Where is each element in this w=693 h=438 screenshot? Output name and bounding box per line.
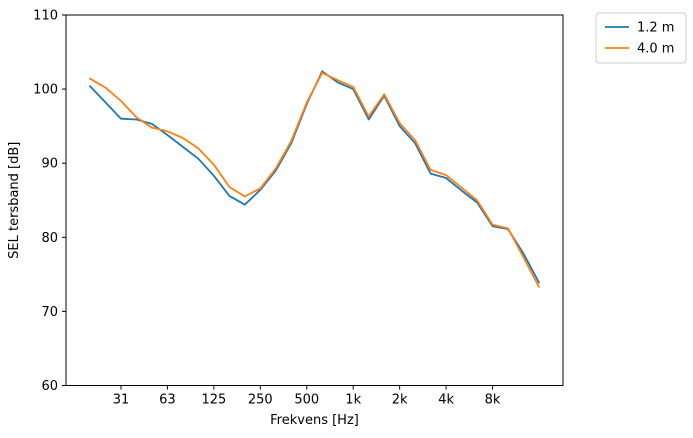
legend-item-label-1: 4.0 m xyxy=(637,42,674,57)
x-tick-label: 2k xyxy=(392,393,408,408)
x-tick-label: 500 xyxy=(294,393,319,408)
y-tick-label: 110 xyxy=(33,9,58,24)
y-tick-label: 80 xyxy=(41,231,58,246)
x-tick-label: 8k xyxy=(485,393,501,408)
plot-area xyxy=(66,15,563,386)
x-tick-label: 125 xyxy=(201,393,226,408)
y-tick-label: 70 xyxy=(41,305,58,320)
x-tick-label: 63 xyxy=(159,393,176,408)
x-axis-label: Frekvens [Hz] xyxy=(270,413,359,428)
plot-border xyxy=(65,14,564,386)
legend-box xyxy=(595,12,687,64)
y-axis-label: SEL tersband [dB] xyxy=(7,142,22,259)
x-tick-label: 4k xyxy=(438,393,454,408)
x-tick-label: 1k xyxy=(345,393,361,408)
y-tick-label: 100 xyxy=(33,83,58,98)
y-tick-label: 90 xyxy=(41,157,58,172)
legend-item-label-0: 1.2 m xyxy=(637,21,674,36)
x-tick-label: 31 xyxy=(113,393,130,408)
legend: 1.2 m 4.0 m xyxy=(595,12,687,64)
y-tick-label: 60 xyxy=(41,379,58,394)
x-tick-label: 250 xyxy=(248,393,273,408)
series-line-1 xyxy=(89,71,540,288)
